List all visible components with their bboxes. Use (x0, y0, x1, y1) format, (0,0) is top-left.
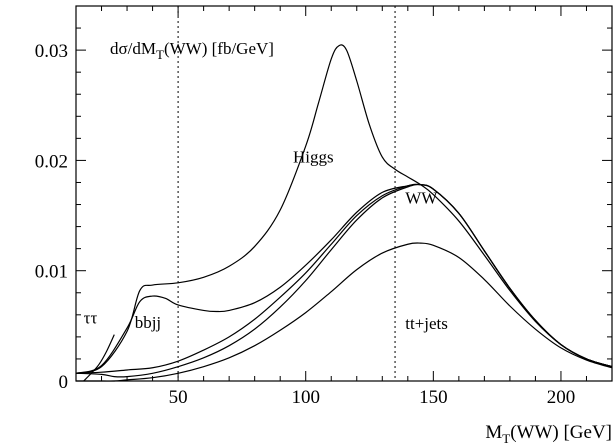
annotations: Higgs WW ττ bbjj tt+jets (84, 148, 448, 334)
x-tick-label: 100 (291, 387, 320, 408)
label-higgs: Higgs (293, 148, 334, 167)
cut-lines (177, 6, 396, 381)
series-line-higgs (75, 44, 613, 374)
series-line-tt-jets (76, 242, 613, 382)
y-tick-label: 0.02 (35, 151, 68, 172)
series-line-tau-low-branch (83, 334, 115, 382)
x-axis-label: MT(WW) [GeV] (485, 422, 612, 445)
y-tick-label: 0.01 (35, 262, 68, 283)
label-tau-tau: ττ (84, 309, 98, 328)
series-line-tau-tau (75, 183, 613, 378)
series-group (75, 44, 613, 382)
plot-frame (75, 5, 613, 382)
label-ww: WW (405, 188, 438, 207)
y-tick-label: 0 (59, 372, 69, 393)
series-line-ww (75, 183, 613, 374)
x-tick-label: 150 (419, 387, 448, 408)
x-tick-label: 200 (547, 387, 576, 408)
x-tick-label: 50 (169, 387, 188, 408)
y-axis: 0 0.01 0.02 0.03 (35, 5, 612, 393)
y-tick-label: 0.03 (35, 41, 68, 62)
label-bbjj: bbjj (135, 313, 161, 332)
label-tt-jets: tt+jets (405, 314, 448, 333)
chart-title: dσ/dMT(WW) [fb/GeV] (110, 39, 274, 62)
x-axis: 50 100 150 200 (75, 6, 613, 408)
series-line-bbjj (75, 183, 613, 374)
